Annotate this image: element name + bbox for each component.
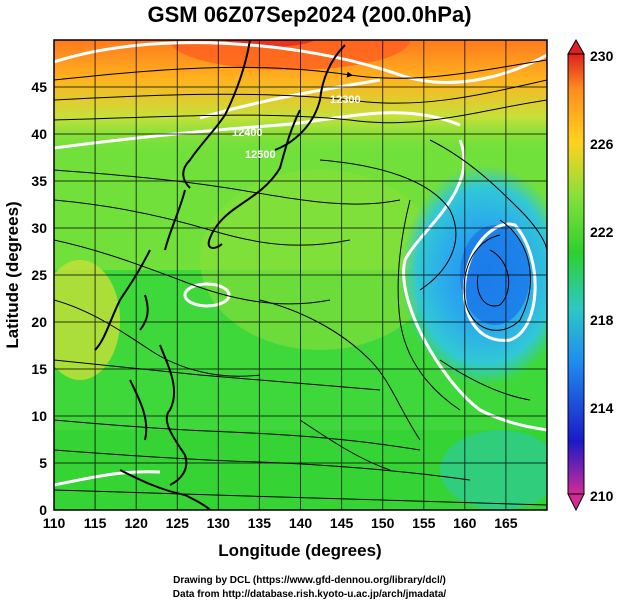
streamlines [54,59,547,506]
credit-data: Data from http://database.rish.kyoto-u.a… [172,589,447,600]
temperature-field: 12400 12500 12300 [54,40,547,510]
colorbar-tick-label: 230 [590,48,614,64]
y-tick-label: 5 [39,455,47,471]
x-tick-label: 115 [84,515,107,531]
y-tick-label: 30 [31,220,47,236]
x-tick-label: 160 [453,515,477,531]
x-tick-label: 145 [330,515,354,531]
contour-label: 12500 [245,149,276,161]
y-tick-label: 35 [31,173,47,189]
chart-title: GSM 06Z07Sep2024 (200.0hPa) [147,2,472,27]
x-tick-label: 140 [289,515,313,531]
colorbar: 230 226 222 218 214 210 [567,38,614,512]
contour-label: 12400 [232,127,263,139]
colorbar-tick-label: 222 [590,224,614,240]
colorbar-tick-label: 226 [590,136,614,152]
x-tick-label: 135 [248,515,272,531]
colorbar-top-arrow [567,38,585,55]
y-tick-label: 10 [31,408,47,424]
y-tick-label: 25 [31,267,47,283]
x-tick-label: 120 [125,515,149,531]
y-tick-label: 20 [31,314,47,330]
y-axis-label: Latitude (degrees) [3,201,22,348]
x-tick-label: 110 [43,515,66,531]
contour-label: 12300 [330,94,361,106]
coastlines [94,40,346,510]
x-tick-label: 155 [412,515,436,531]
x-tick-label: 150 [371,515,395,531]
y-tick-label: 15 [31,361,47,377]
colorbar-bottom-arrow [567,493,585,512]
lat-lon-grid [54,40,547,510]
colorbar-tick-label: 210 [590,488,614,504]
colorbar-tick-label: 218 [590,312,614,328]
y-tick-label: 0 [39,502,47,518]
x-tick-label: 125 [166,515,190,531]
colorbar-scale [567,53,585,495]
y-tick-label: 40 [31,126,47,142]
x-tick-label: 130 [207,515,231,531]
credit-drawing: Drawing by DCL (https://www.gfd-dennou.o… [173,575,446,586]
x-axis: 110 115 120 125 130 135 140 145 150 155 … [43,515,518,531]
contour-lines [54,41,547,487]
y-axis: 0 5 10 15 20 25 30 35 40 45 [31,79,47,518]
colorbar-tick-label: 214 [590,400,614,416]
x-axis-label: Longitude (degrees) [218,541,381,560]
y-tick-label: 45 [31,79,47,95]
x-tick-label: 165 [494,515,518,531]
plot-frame [53,39,548,511]
